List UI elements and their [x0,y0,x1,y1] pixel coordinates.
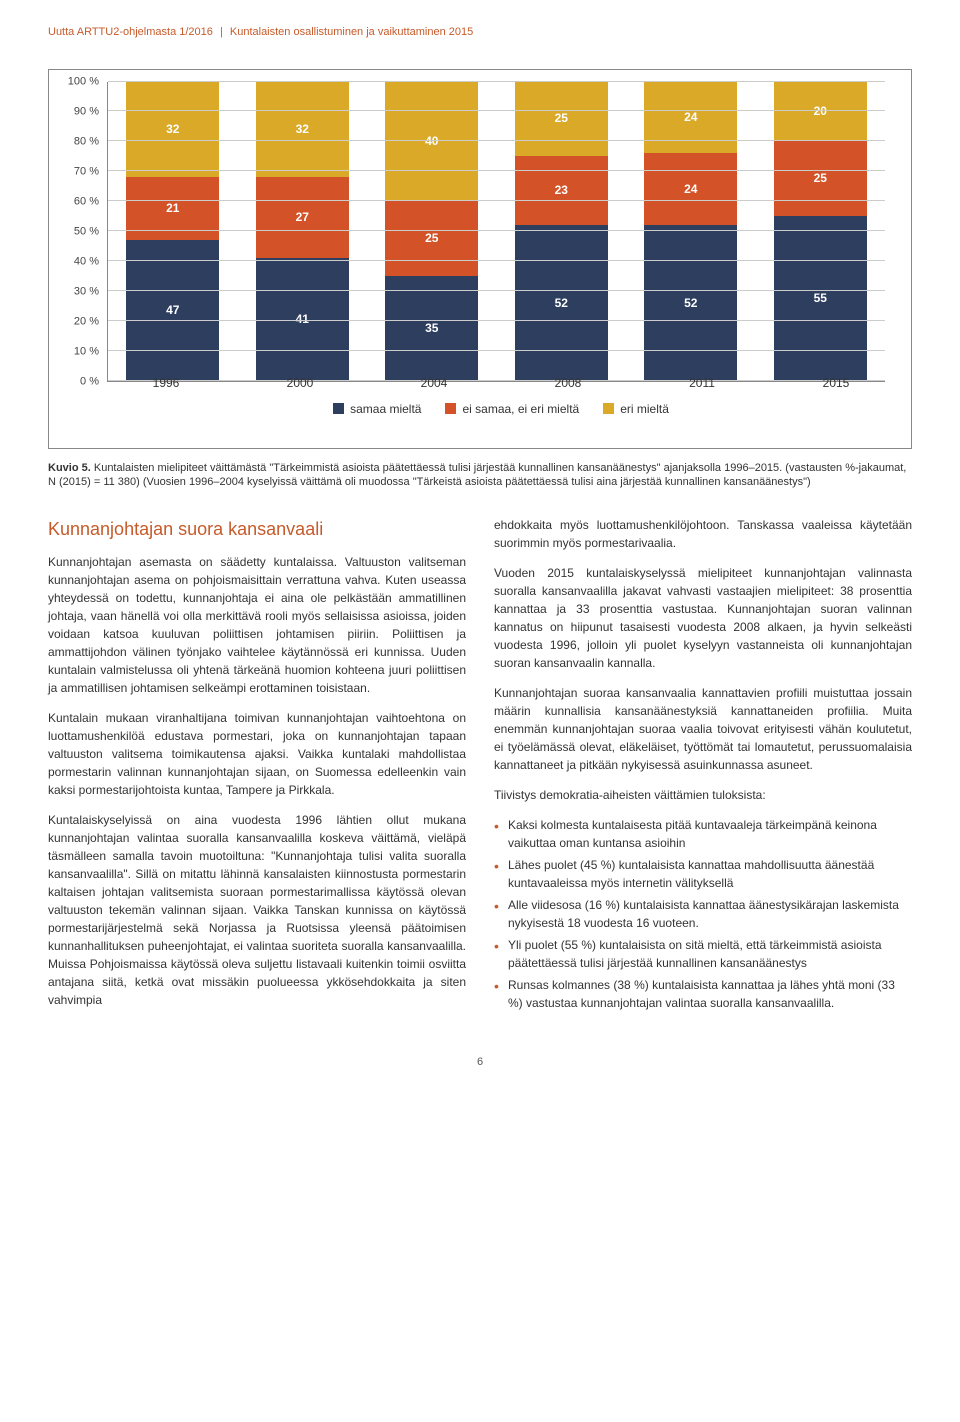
left-p2: Kuntalain mukaan viranhaltijana toimivan… [48,709,466,799]
caption-line1: Kuntalaisten mielipiteet väittämästä "Tä… [94,462,782,474]
chart-bar-segment: 25 [515,81,608,156]
chart-y-axis: 0 %10 %20 %30 %40 %50 %60 %70 %80 %90 %1… [57,82,103,382]
chart-legend: samaa mieltä ei samaa, ei eri mieltä eri m… [99,400,903,418]
chart-y-tick: 60 % [74,193,99,210]
header-right: Kuntalaisten osallistuminen ja vaikuttam… [230,26,473,38]
left-p1: Kunnanjohtajan asemasta on säädetty kunt… [48,553,466,697]
bullet-item: Lähes puolet (45 %) kuntalaisista kannat… [494,856,912,892]
chart-gridline [108,200,885,201]
chart-x-label: 2004 [386,374,482,392]
legend-swatch [333,403,344,414]
chart-y-tick: 100 % [68,73,99,90]
chart-bar-segment: 52 [515,225,608,381]
chart-y-tick: 0 % [80,373,99,390]
right-p3: Kunnanjohtajan suoraa kansanvaalia kanna… [494,684,912,774]
chart-bar-segment: 35 [385,276,478,381]
chart-y-tick: 40 % [74,253,99,270]
chart-y-tick: 90 % [74,103,99,120]
chart-x-label: 2008 [520,374,616,392]
chart-gridline [108,350,885,351]
bullet-item: Kaksi kolmesta kuntalaisesta pitää kunta… [494,816,912,852]
chart-gridline [108,320,885,321]
page-header: Uutta ARTTU2-ohjelmasta 1/2016 | Kuntala… [48,24,912,41]
chart-x-labels: 1996 2000 2004 2008 2011 2015 [99,374,903,392]
summary-bullets: Kaksi kolmesta kuntalaisesta pitää kunta… [494,816,912,1012]
header-left: Uutta ARTTU2-ohjelmasta 1/2016 [48,26,213,38]
legend-item: samaa mieltä [333,400,421,418]
chart-bar-segment: 52 [644,225,737,381]
chart-bar-segment: 24 [644,81,737,153]
chart-bar-segment: 24 [644,153,737,225]
chart-y-tick: 70 % [74,163,99,180]
chart-caption: Kuvio 5. Kuntalaisten mielipiteet väittä… [48,461,912,491]
left-p3: Kuntalaiskyselyissä on aina vuodesta 199… [48,811,466,1009]
chart-bar-segment: 23 [515,156,608,225]
chart-gridline [108,260,885,261]
legend-label: samaa mieltä [350,400,421,418]
chart-y-tick: 50 % [74,223,99,240]
chart-y-tick: 30 % [74,283,99,300]
header-separator: | [220,26,223,38]
page-number: 6 [48,1054,912,1071]
summary-lead: Tiivistys demokratia-aiheisten väittämie… [494,786,912,804]
chart-bar-segment: 55 [774,216,867,381]
chart-bar-segment: 32 [256,81,349,177]
chart-plot-area: 322147322741402535252352242452202555 [107,82,885,382]
legend-label: ei samaa, ei eri mieltä [462,400,579,418]
chart-gridline [108,170,885,171]
right-p2: Vuoden 2015 kuntalaiskyselyssä mielipite… [494,564,912,672]
chart-x-label: 2015 [788,374,884,392]
legend-item: eri mieltä [603,400,669,418]
chart-gridline [108,140,885,141]
chart-y-tick: 20 % [74,313,99,330]
text-columns: Kunnanjohtajan suora kansanvaali Kunnanj… [48,516,912,1024]
chart-bar-segment: 25 [774,141,867,216]
legend-item: ei samaa, ei eri mieltä [445,400,579,418]
chart-gridline [108,290,885,291]
caption-lead: Kuvio 5. [48,462,91,474]
bullet-item: Alle viidesosa (16 %) kuntalaisista kann… [494,896,912,932]
chart-bar-segment: 25 [385,201,478,276]
chart-x-label: 2000 [252,374,348,392]
chart-x-label: 1996 [118,374,214,392]
chart-gridline [108,110,885,111]
chart-x-label: 2011 [654,374,750,392]
chart-y-tick: 80 % [74,133,99,150]
chart-gridline [108,230,885,231]
legend-swatch [603,403,614,414]
chart-bars: 322147322741402535252352242452202555 [108,82,885,381]
bullet-item: Runsas kolmannes (38 %) kuntalaisista ka… [494,976,912,1012]
chart-gridline [108,81,885,82]
section-heading: Kunnanjohtajan suora kansanvaali [48,516,466,543]
chart-y-tick: 10 % [74,343,99,360]
chart-bar-segment: 27 [256,177,349,258]
chart-bar-segment: 32 [126,81,219,177]
legend-swatch [445,403,456,414]
right-column: ehdokkaita myös luottamushenkilöjohtoon.… [494,516,912,1024]
stacked-bar-chart: 0 % 10 % 20 % 30 % 40 % 50 % 60 % 70 % 80 % 90 % 1… [48,69,912,449]
left-column: Kunnanjohtajan suora kansanvaali Kunnanj… [48,516,466,1024]
legend-label: eri mieltä [620,400,669,418]
right-p1: ehdokkaita myös luottamushenkilöjohtoon.… [494,516,912,552]
bullet-item: Yli puolet (55 %) kuntalaisista on sitä … [494,936,912,972]
